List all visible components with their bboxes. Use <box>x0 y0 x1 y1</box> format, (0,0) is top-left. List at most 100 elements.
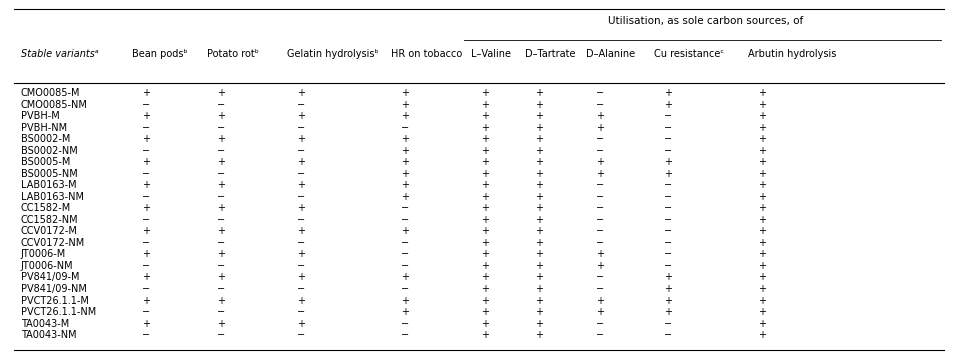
Text: +: + <box>536 180 543 190</box>
Text: +: + <box>217 296 226 305</box>
Text: +: + <box>142 296 150 305</box>
Text: −: − <box>400 284 409 294</box>
Text: +: + <box>758 111 766 121</box>
Text: +: + <box>400 88 409 98</box>
Text: −: − <box>217 169 226 179</box>
Text: CCV0172-NM: CCV0172-NM <box>21 238 85 248</box>
Text: +: + <box>536 307 543 317</box>
Text: −: − <box>596 180 605 190</box>
Text: −: − <box>217 261 226 271</box>
Text: +: + <box>758 180 766 190</box>
Text: −: − <box>400 319 409 329</box>
Text: −: − <box>298 307 305 317</box>
Text: +: + <box>217 134 226 144</box>
Text: +: + <box>217 226 226 236</box>
Text: −: − <box>142 192 150 202</box>
Text: −: − <box>664 203 672 213</box>
Text: +: + <box>758 88 766 98</box>
Text: +: + <box>217 180 226 190</box>
Text: +: + <box>142 226 150 236</box>
Text: +: + <box>298 157 305 167</box>
Text: −: − <box>298 284 305 294</box>
Text: +: + <box>142 111 150 121</box>
Text: −: − <box>217 284 226 294</box>
Text: +: + <box>664 169 672 179</box>
Text: TA0043-NM: TA0043-NM <box>21 330 77 340</box>
Text: +: + <box>481 272 489 282</box>
Text: +: + <box>142 134 150 144</box>
Text: −: − <box>142 261 150 271</box>
Text: +: + <box>298 134 305 144</box>
Text: +: + <box>758 319 766 329</box>
Text: +: + <box>758 157 766 167</box>
Text: +: + <box>217 111 226 121</box>
Text: +: + <box>664 272 672 282</box>
Text: PVCT26.1.1-M: PVCT26.1.1-M <box>21 296 88 305</box>
Text: +: + <box>142 319 150 329</box>
Text: +: + <box>142 203 150 213</box>
Text: +: + <box>758 134 766 144</box>
Text: +: + <box>400 169 409 179</box>
Text: −: − <box>664 226 672 236</box>
Text: +: + <box>536 296 543 305</box>
Text: −: − <box>664 215 672 225</box>
Text: +: + <box>400 111 409 121</box>
Text: +: + <box>758 215 766 225</box>
Text: +: + <box>758 330 766 340</box>
Text: +: + <box>217 203 226 213</box>
Text: +: + <box>400 157 409 167</box>
Text: +: + <box>217 88 226 98</box>
Text: −: − <box>400 330 409 340</box>
Text: +: + <box>481 319 489 329</box>
Text: +: + <box>758 238 766 248</box>
Text: +: + <box>758 203 766 213</box>
Text: +: + <box>596 307 605 317</box>
Text: +: + <box>142 180 150 190</box>
Text: +: + <box>298 88 305 98</box>
Text: Stable variantsᵃ: Stable variantsᵃ <box>21 49 99 59</box>
Text: +: + <box>536 319 543 329</box>
Text: +: + <box>758 296 766 305</box>
Text: −: − <box>596 100 605 110</box>
Text: +: + <box>217 272 226 282</box>
Text: Gelatin hydrolysisᵇ: Gelatin hydrolysisᵇ <box>287 49 379 59</box>
Text: −: − <box>217 122 226 132</box>
Text: −: − <box>596 215 605 225</box>
Text: +: + <box>481 122 489 132</box>
Text: PVBH-NM: PVBH-NM <box>21 122 67 132</box>
Text: −: − <box>142 146 150 156</box>
Text: +: + <box>536 122 543 132</box>
Text: −: − <box>596 226 605 236</box>
Text: −: − <box>664 111 672 121</box>
Text: PV841/09-M: PV841/09-M <box>21 272 80 282</box>
Text: +: + <box>298 250 305 260</box>
Text: −: − <box>596 88 605 98</box>
Text: Arbutin hydrolysis: Arbutin hydrolysis <box>748 49 836 59</box>
Text: +: + <box>217 250 226 260</box>
Text: L–Valine: L–Valine <box>470 49 511 59</box>
Text: +: + <box>536 111 543 121</box>
Text: −: − <box>400 215 409 225</box>
Text: −: − <box>596 319 605 329</box>
Text: +: + <box>758 272 766 282</box>
Text: +: + <box>400 180 409 190</box>
Text: −: − <box>142 284 150 294</box>
Text: +: + <box>536 100 543 110</box>
Text: +: + <box>536 192 543 202</box>
Text: −: − <box>298 238 305 248</box>
Text: +: + <box>536 238 543 248</box>
Text: +: + <box>298 111 305 121</box>
Text: +: + <box>481 250 489 260</box>
Text: −: − <box>664 180 672 190</box>
Text: JT0006-NM: JT0006-NM <box>21 261 74 271</box>
Text: −: − <box>400 203 409 213</box>
Text: BS0005-NM: BS0005-NM <box>21 169 78 179</box>
Text: BS0005-M: BS0005-M <box>21 157 70 167</box>
Text: −: − <box>664 134 672 144</box>
Text: +: + <box>664 296 672 305</box>
Text: CCV0172-M: CCV0172-M <box>21 226 78 236</box>
Text: +: + <box>481 296 489 305</box>
Text: +: + <box>758 192 766 202</box>
Text: +: + <box>536 284 543 294</box>
Text: −: − <box>596 146 605 156</box>
